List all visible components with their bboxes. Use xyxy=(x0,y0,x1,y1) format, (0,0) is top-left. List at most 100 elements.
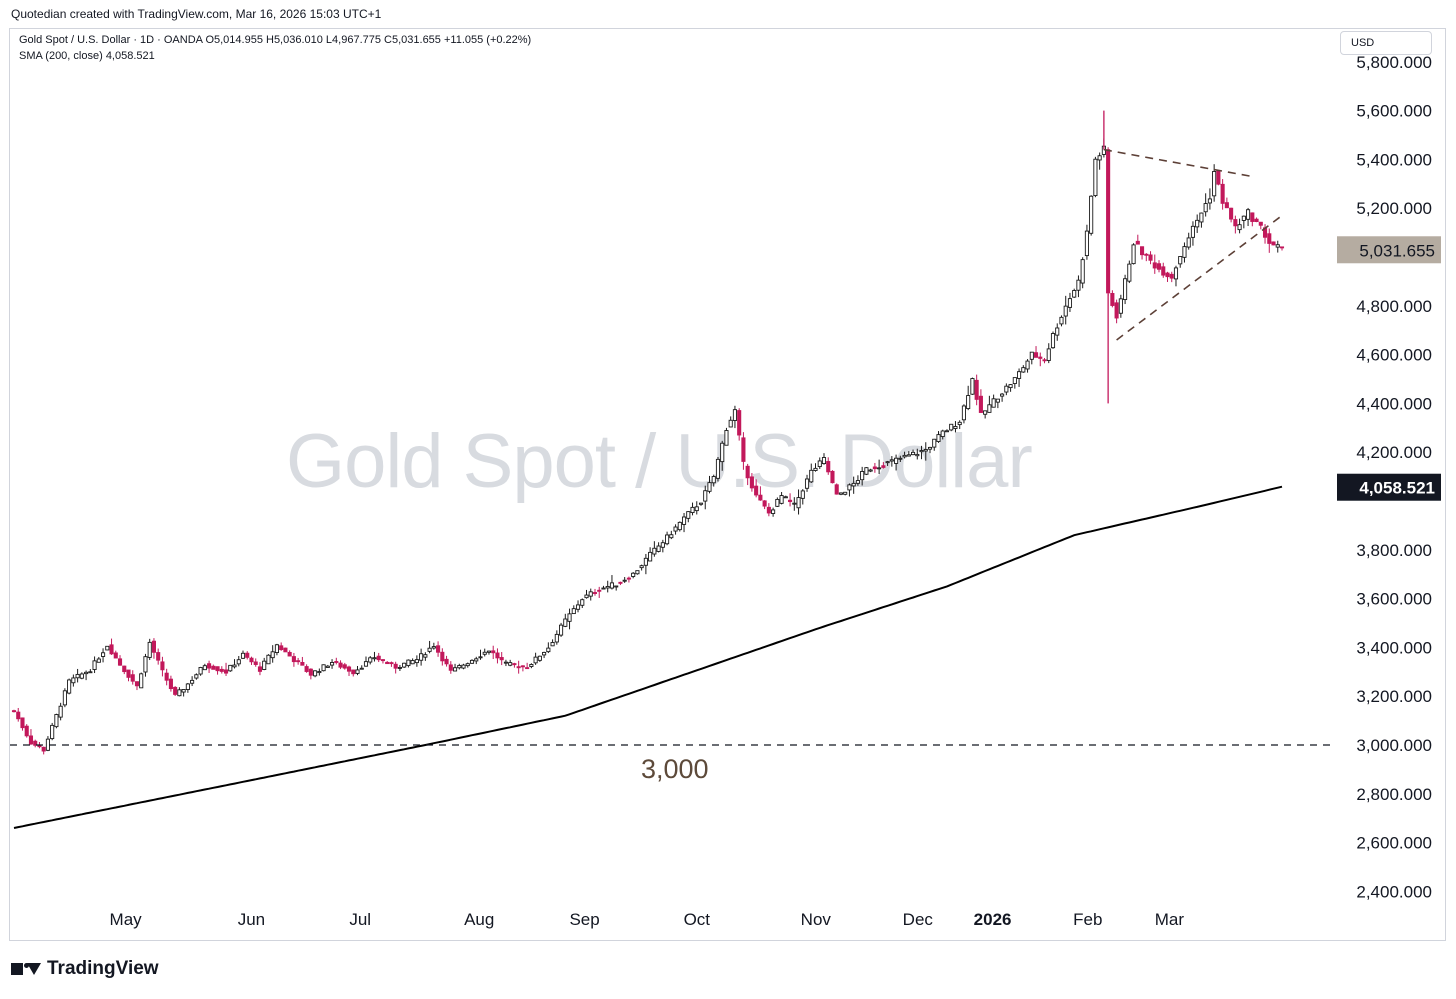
candle-body xyxy=(779,495,784,504)
candle-body xyxy=(864,467,869,475)
candle-body xyxy=(575,604,581,610)
y-tick-label: 4,600.000 xyxy=(1356,346,1432,365)
candle-body xyxy=(609,582,615,589)
candle-body xyxy=(1114,302,1119,319)
candle-body xyxy=(1212,171,1217,197)
candle-body xyxy=(554,633,559,643)
y-axis-labels: 5,800.000 5,600.000 5,400.000 5,200.000 4,80… xyxy=(1356,53,1432,902)
y-tick-label: 3,000.000 xyxy=(1356,736,1432,755)
candle-body xyxy=(190,679,195,684)
candle-body xyxy=(181,689,186,693)
candle-body xyxy=(1173,267,1179,280)
currency-selector[interactable]: USD xyxy=(1340,31,1432,55)
candle-body xyxy=(1246,209,1251,220)
candle-body xyxy=(809,469,814,483)
candle-body xyxy=(117,658,123,666)
candle-body xyxy=(1279,246,1285,249)
candle-body xyxy=(732,409,737,421)
candle-body xyxy=(1055,327,1060,336)
candle-body xyxy=(207,663,212,669)
candle-body xyxy=(911,451,916,456)
candle-body xyxy=(177,689,182,697)
candle-body xyxy=(164,672,169,681)
candle-body xyxy=(745,465,750,479)
candle-body xyxy=(775,498,780,507)
candle-body xyxy=(872,466,877,470)
x-tick-label: Jul xyxy=(349,910,371,929)
candle-body xyxy=(860,471,865,481)
candle-body xyxy=(24,725,29,737)
candle-body xyxy=(308,668,313,676)
symbol-watermark: Gold Spot / U.S. Dollar xyxy=(286,419,1033,504)
candle-body xyxy=(465,663,470,667)
candle-body xyxy=(1123,278,1128,301)
candle-body xyxy=(482,651,487,655)
x-tick-label: May xyxy=(110,910,143,929)
y-tick-label: 4,800.000 xyxy=(1356,297,1432,316)
candle-body xyxy=(88,671,93,674)
candle-body xyxy=(211,665,216,670)
candle-body xyxy=(508,662,513,666)
candle-body xyxy=(151,640,156,653)
candle-body xyxy=(783,496,788,499)
y-tick-label: 3,800.000 xyxy=(1356,541,1432,560)
candle-body xyxy=(317,671,322,674)
candle-body xyxy=(1084,230,1089,257)
candle-body xyxy=(431,646,436,649)
candle-body xyxy=(1025,360,1030,370)
candle-body xyxy=(50,724,55,740)
candle-body xyxy=(987,404,992,413)
candle-body xyxy=(1254,218,1259,222)
candle-body xyxy=(1237,224,1242,231)
candle-body xyxy=(37,745,42,748)
candle-body xyxy=(669,534,674,539)
y-tick-label: 5,600.000 xyxy=(1356,102,1432,121)
chart-frame xyxy=(9,28,1446,941)
candle-body xyxy=(584,594,589,599)
candle-body xyxy=(436,645,441,653)
candle-body xyxy=(741,437,746,462)
candle-body xyxy=(771,509,776,514)
tradingview-logo[interactable]: TradingView xyxy=(11,958,159,980)
candle-body xyxy=(838,492,844,495)
candle-body xyxy=(11,710,17,713)
candle-body xyxy=(1004,385,1009,393)
candle-body xyxy=(1169,273,1174,279)
sma-legend[interactable]: SMA (200, close) 4,058.521 xyxy=(19,50,155,62)
candle-body xyxy=(245,652,250,658)
y-tick-label: 2,800.000 xyxy=(1356,785,1432,804)
candle-body xyxy=(389,662,394,665)
candle-body xyxy=(559,624,564,636)
candle-body xyxy=(868,469,873,472)
candle-body xyxy=(1063,305,1068,317)
candle-body xyxy=(983,410,988,415)
candle-body xyxy=(1110,293,1115,306)
y-tick-label: 4,400.000 xyxy=(1356,394,1432,413)
candle-body xyxy=(563,618,568,627)
ohlc-legend[interactable]: Gold Spot / U.S. Dollar · 1D · OANDA O5,… xyxy=(19,34,532,46)
candle-body xyxy=(1089,195,1094,234)
candle-body xyxy=(228,664,233,672)
candle-body xyxy=(385,661,390,665)
candle-body xyxy=(749,476,754,489)
candle-body xyxy=(338,662,343,668)
x-tick-label: 2026 xyxy=(974,910,1012,929)
candle-body xyxy=(291,656,296,663)
tradingview-logo-text: TradingView xyxy=(47,958,159,979)
y-tick-label: 5,800.000 xyxy=(1356,53,1432,72)
candle-body xyxy=(62,690,67,706)
x-tick-label: Aug xyxy=(464,910,494,929)
candle-body xyxy=(889,459,894,462)
candle-body xyxy=(546,647,551,653)
candle-body xyxy=(139,673,144,689)
candle-body xyxy=(41,746,46,752)
candle-body xyxy=(1207,198,1212,204)
candle-body xyxy=(185,683,190,690)
candle-body xyxy=(728,419,733,428)
candle-body xyxy=(635,570,640,575)
candle-body xyxy=(834,484,839,495)
candle-body xyxy=(270,651,275,659)
candle-body xyxy=(1258,221,1263,226)
candle-body xyxy=(232,664,237,668)
